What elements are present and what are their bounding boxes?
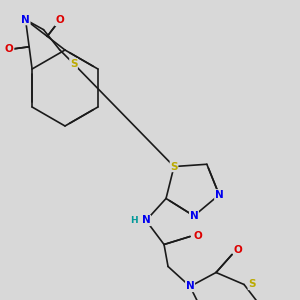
Text: O: O [5, 44, 14, 54]
Text: O: O [234, 245, 242, 256]
Text: H: H [130, 216, 138, 225]
Text: O: O [55, 16, 64, 26]
Text: S: S [70, 59, 77, 69]
Text: S: S [248, 280, 256, 290]
Text: N: N [190, 211, 198, 221]
Text: S: S [170, 162, 178, 172]
Text: N: N [142, 215, 150, 226]
Text: O: O [194, 232, 203, 242]
Text: N: N [215, 190, 224, 200]
Text: N: N [21, 15, 30, 25]
Text: N: N [186, 281, 194, 292]
